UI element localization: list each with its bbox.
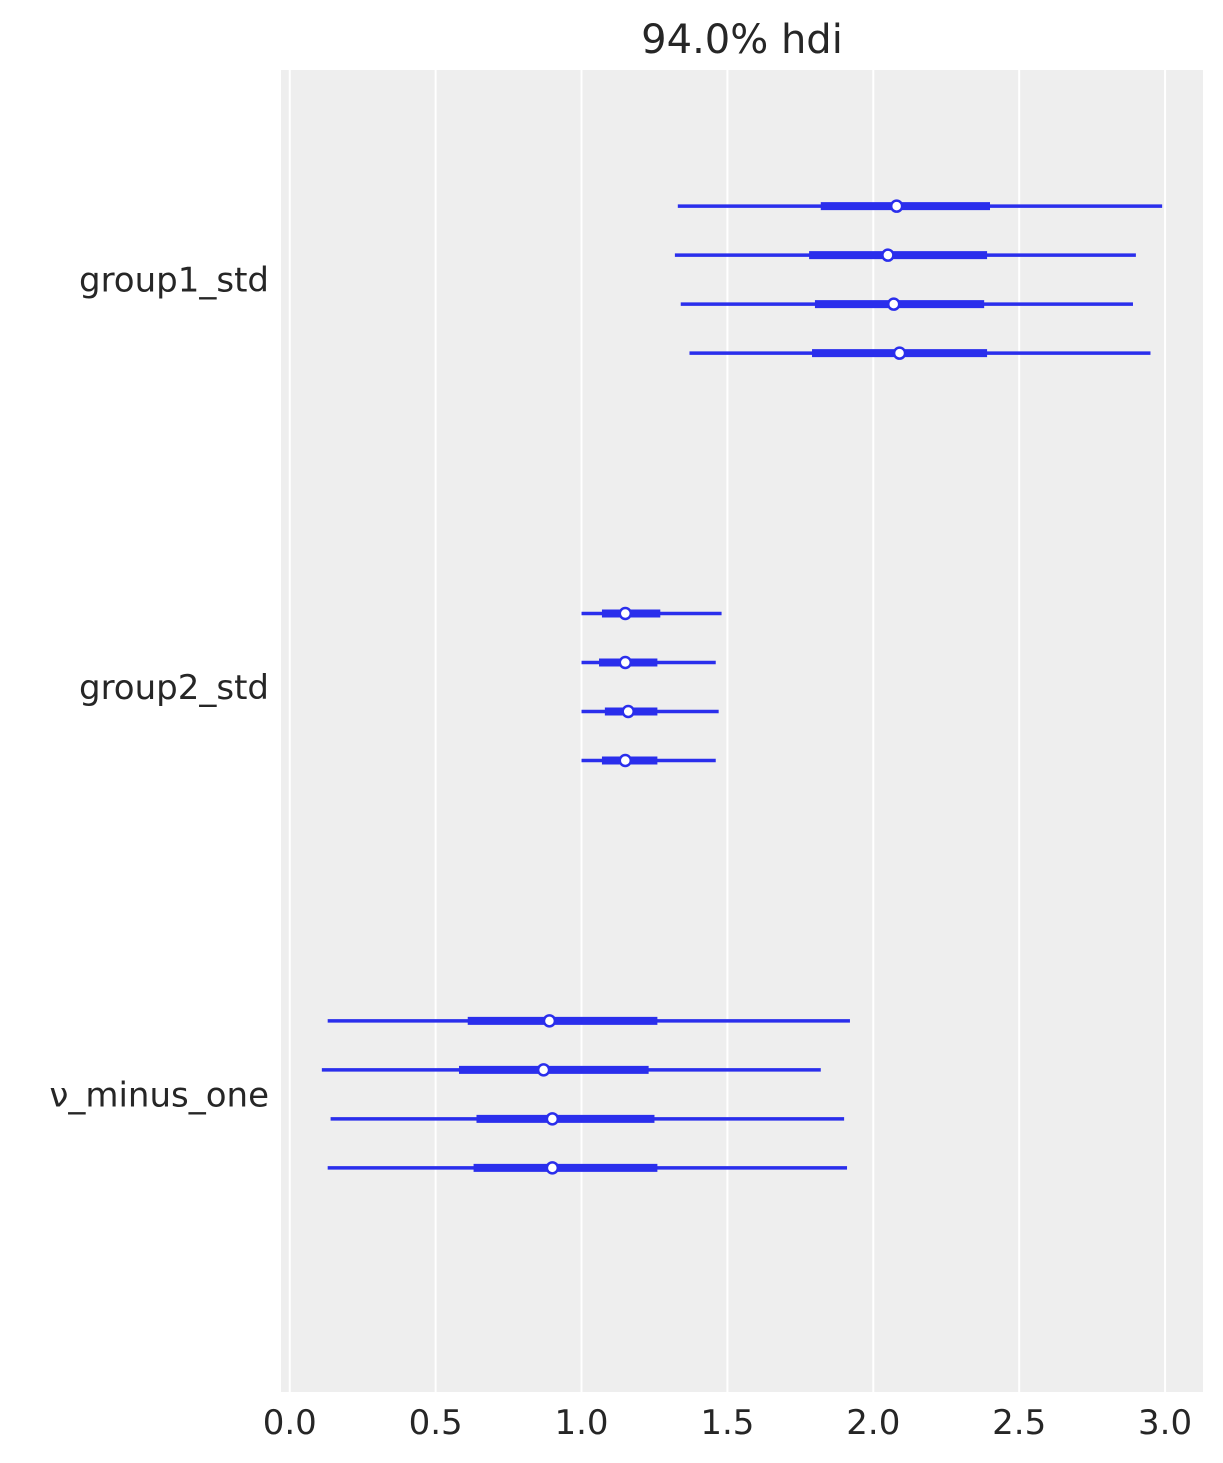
x-tick-label: 3.0: [1138, 1403, 1192, 1443]
median-point: [545, 1112, 560, 1126]
y-tick-labels: group1_std group2_std ν_minus_one: [49, 261, 269, 1116]
grid-lines: [288, 70, 1167, 1392]
series-group: [674, 199, 1163, 360]
x-tick-label: 0.5: [409, 1403, 463, 1443]
median-point: [618, 655, 633, 670]
x-tick-label: 2.0: [846, 1403, 900, 1443]
median-point: [621, 704, 635, 719]
y-tick-label: ν_minus_one: [49, 1075, 269, 1115]
y-tick-label: group1_std: [79, 261, 269, 301]
chart-title: 94.0% hdi: [641, 17, 843, 63]
plot-area: [281, 70, 1203, 1392]
median-point: [545, 1161, 560, 1175]
median-point: [618, 606, 633, 621]
median-point: [889, 199, 904, 213]
median-point: [542, 1014, 557, 1028]
y-tick-label: group2_std: [79, 668, 269, 708]
median-point: [892, 346, 907, 360]
series-group: [581, 606, 722, 768]
series-group: [321, 1014, 850, 1175]
median-point: [886, 297, 901, 311]
median-point: [536, 1063, 551, 1077]
median-point: [881, 248, 895, 262]
x-tick-label: 0.0: [263, 1403, 317, 1443]
x-tick-label: 2.5: [992, 1403, 1046, 1443]
series-layer: [321, 199, 1163, 1175]
x-tick-label: 1.0: [554, 1403, 608, 1443]
x-tick-label: 1.5: [700, 1403, 754, 1443]
median-point: [618, 753, 633, 768]
x-tick-labels: 0.0 0.5 1.0 1.5 2.0 2.5 3.0: [263, 1403, 1192, 1443]
